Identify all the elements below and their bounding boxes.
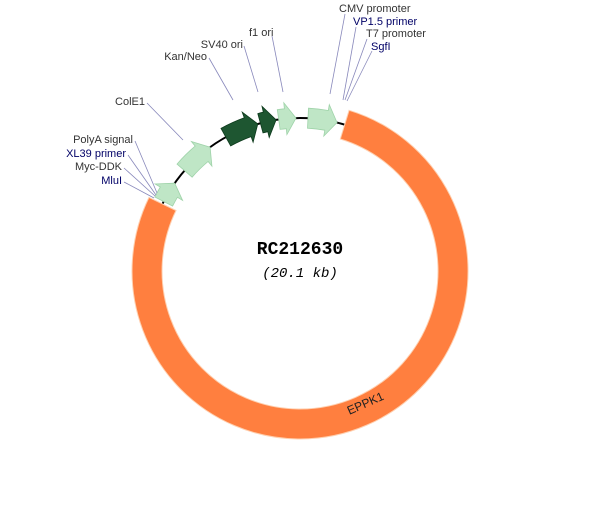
leader-line (346, 50, 373, 102)
feature-label: VP1.5 primer (353, 16, 418, 28)
feature-label: Myc-DDK (75, 161, 123, 173)
feature-arrow (276, 101, 297, 136)
leader-line (123, 167, 156, 197)
leader-line (134, 140, 158, 194)
feature-label: T7 promoter (366, 28, 426, 40)
feature-label: XL39 primer (66, 148, 126, 160)
leader-line (243, 45, 259, 93)
feature-label: ColE1 (115, 96, 145, 108)
map-shapes (131, 101, 469, 440)
feature-arrow (153, 182, 184, 207)
leader-line (344, 38, 368, 101)
leader-line (208, 57, 234, 101)
plasmid-size: (20.1 kb) (262, 266, 338, 282)
insert-arc (131, 109, 469, 440)
leader-line (271, 35, 284, 93)
plasmid-title: RC212630 (257, 240, 343, 260)
feature-arrow (257, 105, 277, 139)
leader-line (342, 26, 357, 101)
feature-label: PolyA signal (73, 134, 133, 146)
leader-line (123, 181, 155, 199)
feature-label: MluI (101, 175, 122, 187)
leader-line (127, 154, 157, 196)
feature-label: SV40 ori (201, 39, 243, 51)
feature-arrow (220, 111, 259, 147)
feature-arrow (307, 103, 338, 138)
feature-arrow (176, 140, 213, 178)
leader-lines (123, 13, 373, 199)
feature-label: SgfI (371, 41, 391, 53)
feature-label: CMV promoter (339, 3, 411, 15)
feature-label: f1 ori (249, 27, 273, 39)
leader-line (146, 102, 184, 141)
feature-label: Kan/Neo (164, 51, 207, 63)
leader-line (329, 13, 346, 95)
